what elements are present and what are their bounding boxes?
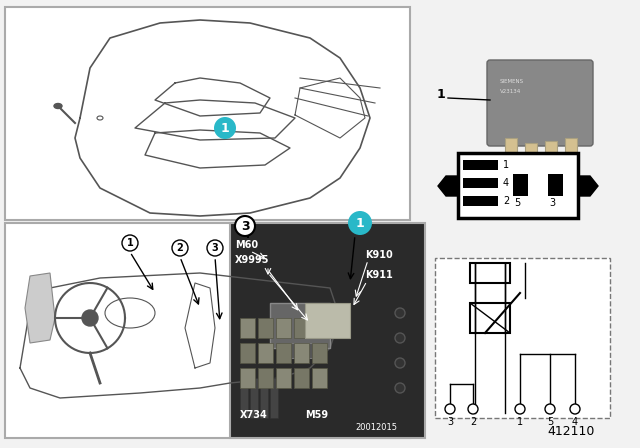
Bar	[312, 318, 327, 338]
Text: 5: 5	[514, 198, 520, 208]
FancyBboxPatch shape	[230, 223, 425, 438]
Bar	[435, 258, 610, 418]
Circle shape	[395, 308, 405, 318]
Bar	[312, 343, 327, 363]
Text: 1: 1	[517, 417, 523, 427]
Bar	[463, 178, 498, 188]
Text: 1: 1	[221, 121, 229, 134]
Bar	[250, 378, 258, 418]
Bar	[240, 378, 248, 418]
Circle shape	[445, 404, 455, 414]
Bar	[463, 160, 498, 170]
Bar	[240, 368, 255, 388]
Text: 3: 3	[549, 198, 555, 208]
Bar	[258, 318, 273, 338]
Circle shape	[122, 235, 138, 251]
Bar	[525, 143, 537, 173]
Text: X734: X734	[240, 410, 268, 420]
Bar	[470, 263, 510, 283]
Circle shape	[395, 358, 405, 368]
Bar	[470, 303, 510, 333]
Bar	[294, 343, 309, 363]
Bar	[294, 318, 309, 338]
FancyBboxPatch shape	[5, 223, 410, 438]
Text: X9995: X9995	[235, 255, 269, 265]
Text: M59: M59	[305, 410, 328, 420]
Circle shape	[82, 310, 98, 326]
Text: 4: 4	[572, 417, 578, 427]
Circle shape	[395, 383, 405, 393]
Text: 20012015: 20012015	[355, 423, 397, 432]
FancyBboxPatch shape	[458, 153, 578, 218]
Ellipse shape	[54, 103, 62, 108]
Text: 3: 3	[212, 243, 218, 253]
Text: 2: 2	[177, 243, 184, 253]
Text: 3: 3	[447, 417, 453, 427]
Text: 2: 2	[503, 196, 509, 206]
Bar	[312, 368, 327, 388]
Circle shape	[468, 404, 478, 414]
Text: 2: 2	[470, 417, 476, 427]
Bar	[463, 196, 498, 206]
Circle shape	[348, 211, 372, 235]
Text: 1: 1	[503, 160, 509, 170]
Text: SIEMENS: SIEMENS	[500, 79, 524, 84]
Circle shape	[515, 404, 525, 414]
Bar	[548, 174, 563, 196]
Circle shape	[570, 404, 580, 414]
Text: 3: 3	[241, 220, 250, 233]
Text: 5: 5	[547, 417, 553, 427]
Bar	[260, 378, 268, 418]
Bar	[545, 141, 557, 171]
Circle shape	[214, 117, 236, 139]
FancyBboxPatch shape	[487, 60, 593, 146]
Bar	[565, 138, 577, 168]
Text: 4: 4	[503, 178, 509, 188]
Bar	[258, 343, 273, 363]
Circle shape	[545, 404, 555, 414]
Circle shape	[235, 216, 255, 236]
Circle shape	[207, 240, 223, 256]
Bar	[240, 343, 255, 363]
Text: 1: 1	[356, 216, 364, 229]
Bar	[276, 318, 291, 338]
Text: 1: 1	[436, 88, 445, 101]
Bar	[280, 343, 320, 358]
Bar	[305, 303, 350, 338]
Bar	[505, 138, 517, 168]
Bar	[294, 368, 309, 388]
FancyBboxPatch shape	[5, 7, 410, 220]
Circle shape	[395, 333, 405, 343]
Bar	[276, 368, 291, 388]
Text: M60: M60	[235, 240, 258, 250]
Bar	[240, 318, 255, 338]
Text: V23134: V23134	[500, 89, 521, 94]
Text: 1: 1	[127, 238, 133, 248]
FancyArrow shape	[438, 176, 458, 196]
Bar	[258, 368, 273, 388]
FancyArrow shape	[578, 176, 598, 196]
Bar	[276, 343, 291, 363]
Text: K910: K910	[365, 250, 393, 260]
Text: K911: K911	[365, 270, 393, 280]
Bar	[270, 378, 278, 418]
Polygon shape	[25, 273, 55, 343]
Bar	[270, 303, 330, 348]
Text: 412110: 412110	[548, 425, 595, 438]
Circle shape	[172, 240, 188, 256]
Bar	[513, 174, 528, 196]
